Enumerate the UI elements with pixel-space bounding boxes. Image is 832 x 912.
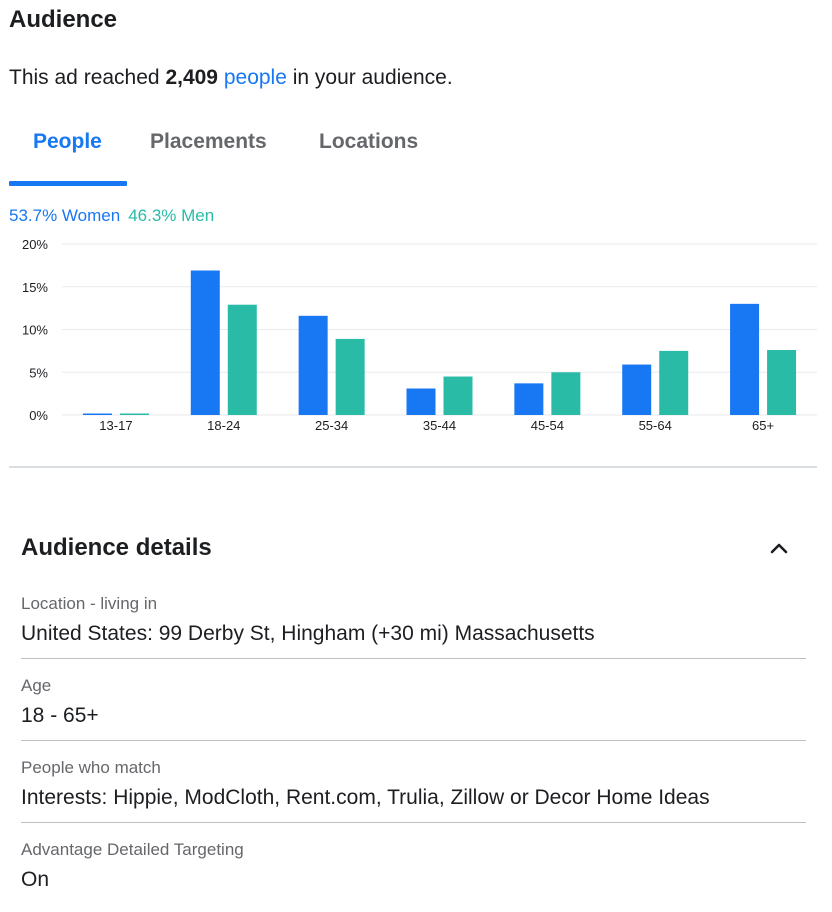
bar-men-35-44: [443, 376, 473, 415]
men-share: 46.3% Men: [128, 206, 215, 225]
tab-placements[interactable]: Placements: [150, 130, 267, 153]
reach-count: 2,409: [165, 66, 218, 89]
detail-label: Location - living in: [21, 594, 158, 613]
tab-locations[interactable]: Locations: [319, 130, 419, 153]
row-divider: [21, 822, 806, 823]
detail-label: People who match: [21, 758, 161, 777]
women-share: 53.7% Women: [9, 206, 121, 225]
bar-women-35-44: [406, 388, 436, 415]
detail-value: United States: 99 Derby St, Hingham (+30…: [21, 622, 595, 645]
bar-women-18-24: [190, 270, 220, 415]
bar-women-45-54: [514, 383, 544, 415]
detail-value: On: [21, 868, 50, 891]
y-tick-label: 20%: [22, 237, 48, 252]
bar-women-13-17: [82, 413, 112, 415]
y-tick-label: 0%: [29, 408, 48, 423]
bar-men-65+: [767, 350, 797, 415]
reach-prefix: This ad reached: [9, 66, 166, 89]
y-tick-label: 5%: [29, 365, 48, 380]
section-divider: [9, 466, 817, 468]
active-tab-indicator: [9, 181, 127, 186]
detail-label: Age: [21, 676, 52, 695]
x-tick-label: 25-34: [315, 418, 348, 433]
row-divider: [21, 658, 806, 659]
gender-summary: 53.7% Women 46.3% Men: [9, 206, 214, 226]
audience-details-title: Audience details: [21, 534, 212, 561]
bar-women-25-34: [298, 315, 328, 415]
bar-women-55-64: [622, 364, 652, 415]
x-tick-label: 35-44: [423, 418, 456, 433]
detail-value: 18 - 65+: [21, 704, 99, 727]
reach-summary: This ad reached 2,409 people in your aud…: [9, 66, 453, 90]
chevron-up-icon[interactable]: [767, 536, 791, 560]
bar-men-55-64: [659, 350, 689, 415]
x-tick-label: 18-24: [207, 418, 240, 433]
bar-men-13-17: [119, 413, 149, 415]
y-tick-label: 10%: [22, 323, 48, 338]
x-tick-label: 13-17: [99, 418, 132, 433]
bar-men-18-24: [227, 304, 257, 415]
bar-men-45-54: [551, 372, 581, 415]
bar-men-25-34: [335, 338, 365, 415]
x-tick-label: 45-54: [531, 418, 564, 433]
people-link[interactable]: people: [223, 66, 287, 89]
y-tick-label: 15%: [22, 280, 48, 295]
detail-value: Interests: Hippie, ModCloth, Rent.com, T…: [21, 786, 710, 809]
row-divider: [21, 740, 806, 741]
age-gender-bar-chart: 0% 5% 10% 15% 20% 13-17 18-24 25-34 35-44 45-54 55…: [22, 237, 817, 433]
x-tick-label: 65+: [752, 418, 774, 433]
bar-women-65+: [730, 303, 760, 415]
audience-title: Audience: [9, 6, 118, 33]
detail-label: Advantage Detailed Targeting: [21, 840, 244, 859]
tab-people[interactable]: People: [33, 130, 102, 153]
x-tick-label: 55-64: [639, 418, 672, 433]
audience-tabs: People Placements Locations: [9, 112, 817, 186]
reach-suffix: in your audience.: [286, 66, 453, 89]
